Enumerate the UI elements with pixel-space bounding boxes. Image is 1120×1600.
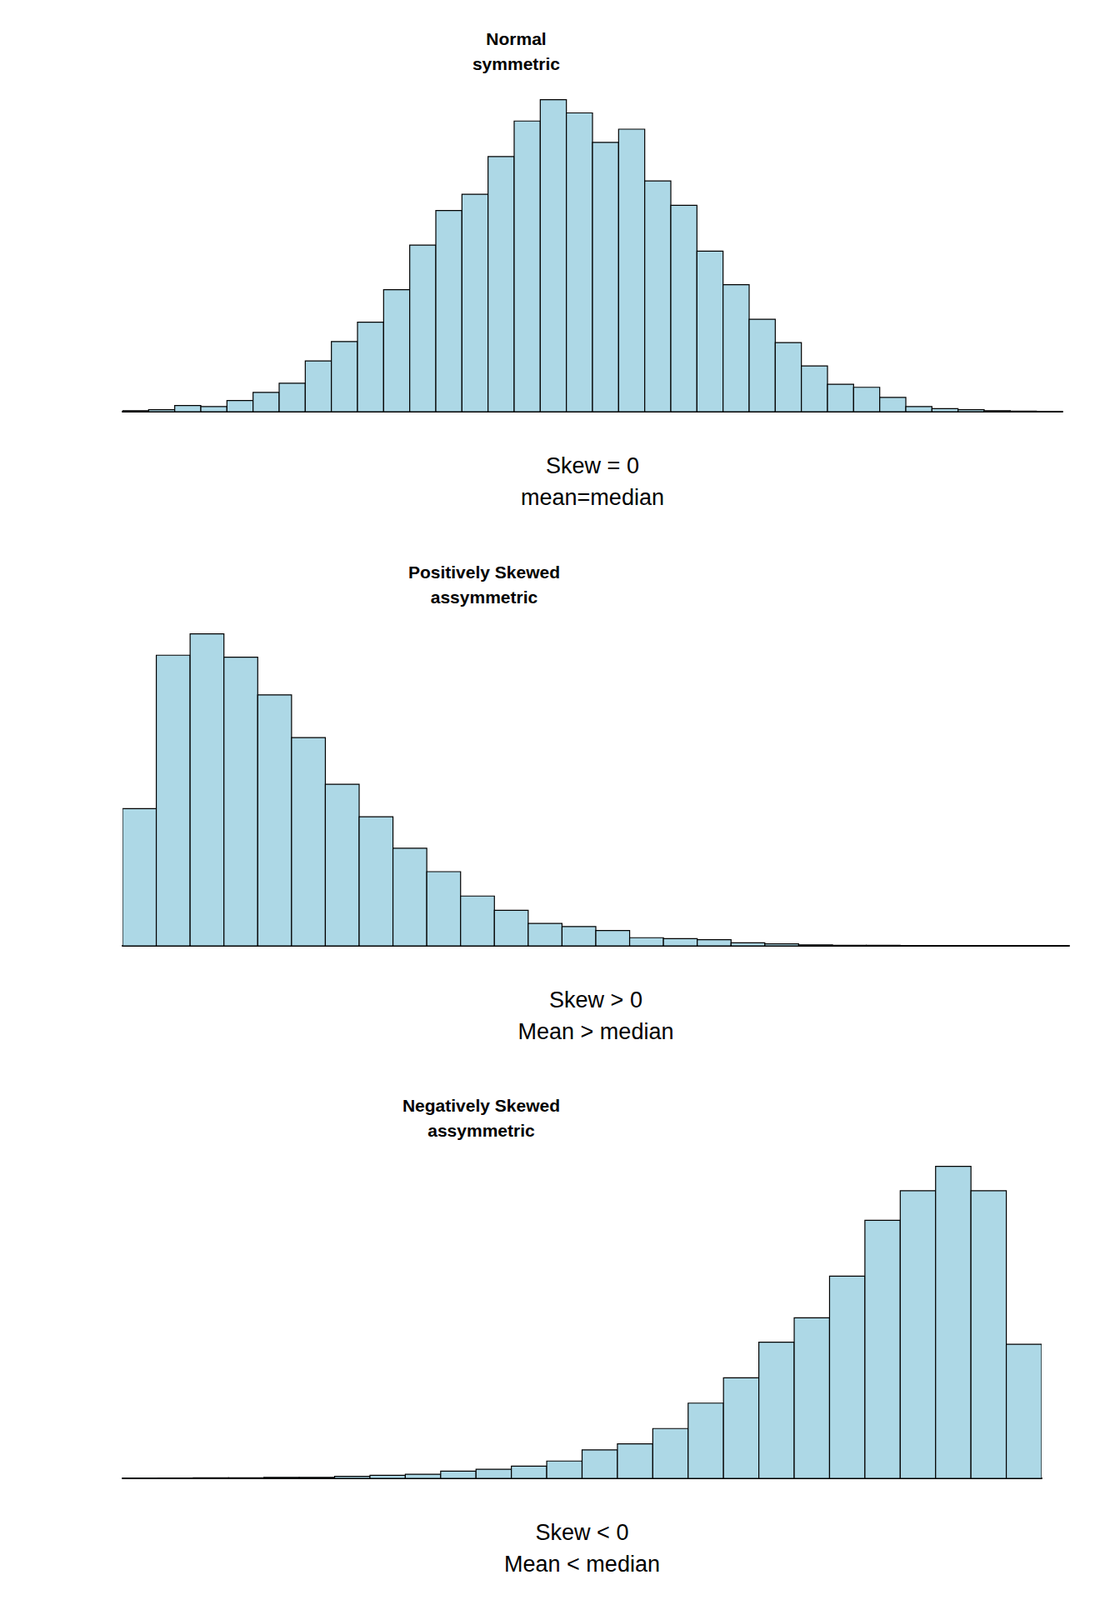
svg-text:mean=median: mean=median	[520, 485, 665, 510]
svg-text:Positively Skewed: Positively Skewed	[408, 562, 560, 582]
svg-text:Negatively Skewed: Negatively Skewed	[402, 1095, 560, 1115]
svg-text:assymmetric: assymmetric	[427, 1120, 535, 1140]
svg-text:Skew < 0: Skew < 0	[535, 1520, 630, 1545]
svg-text:Mean < median: Mean < median	[504, 1551, 660, 1577]
svg-text:symmetric: symmetric	[472, 54, 560, 74]
svg-text:Normal: Normal	[485, 29, 546, 49]
svg-text:Mean > median: Mean > median	[518, 1019, 675, 1045]
svg-text:assymmetric: assymmetric	[430, 587, 539, 607]
svg-text:Skew = 0: Skew = 0	[545, 453, 640, 479]
svg-text:Skew > 0: Skew > 0	[549, 987, 643, 1013]
